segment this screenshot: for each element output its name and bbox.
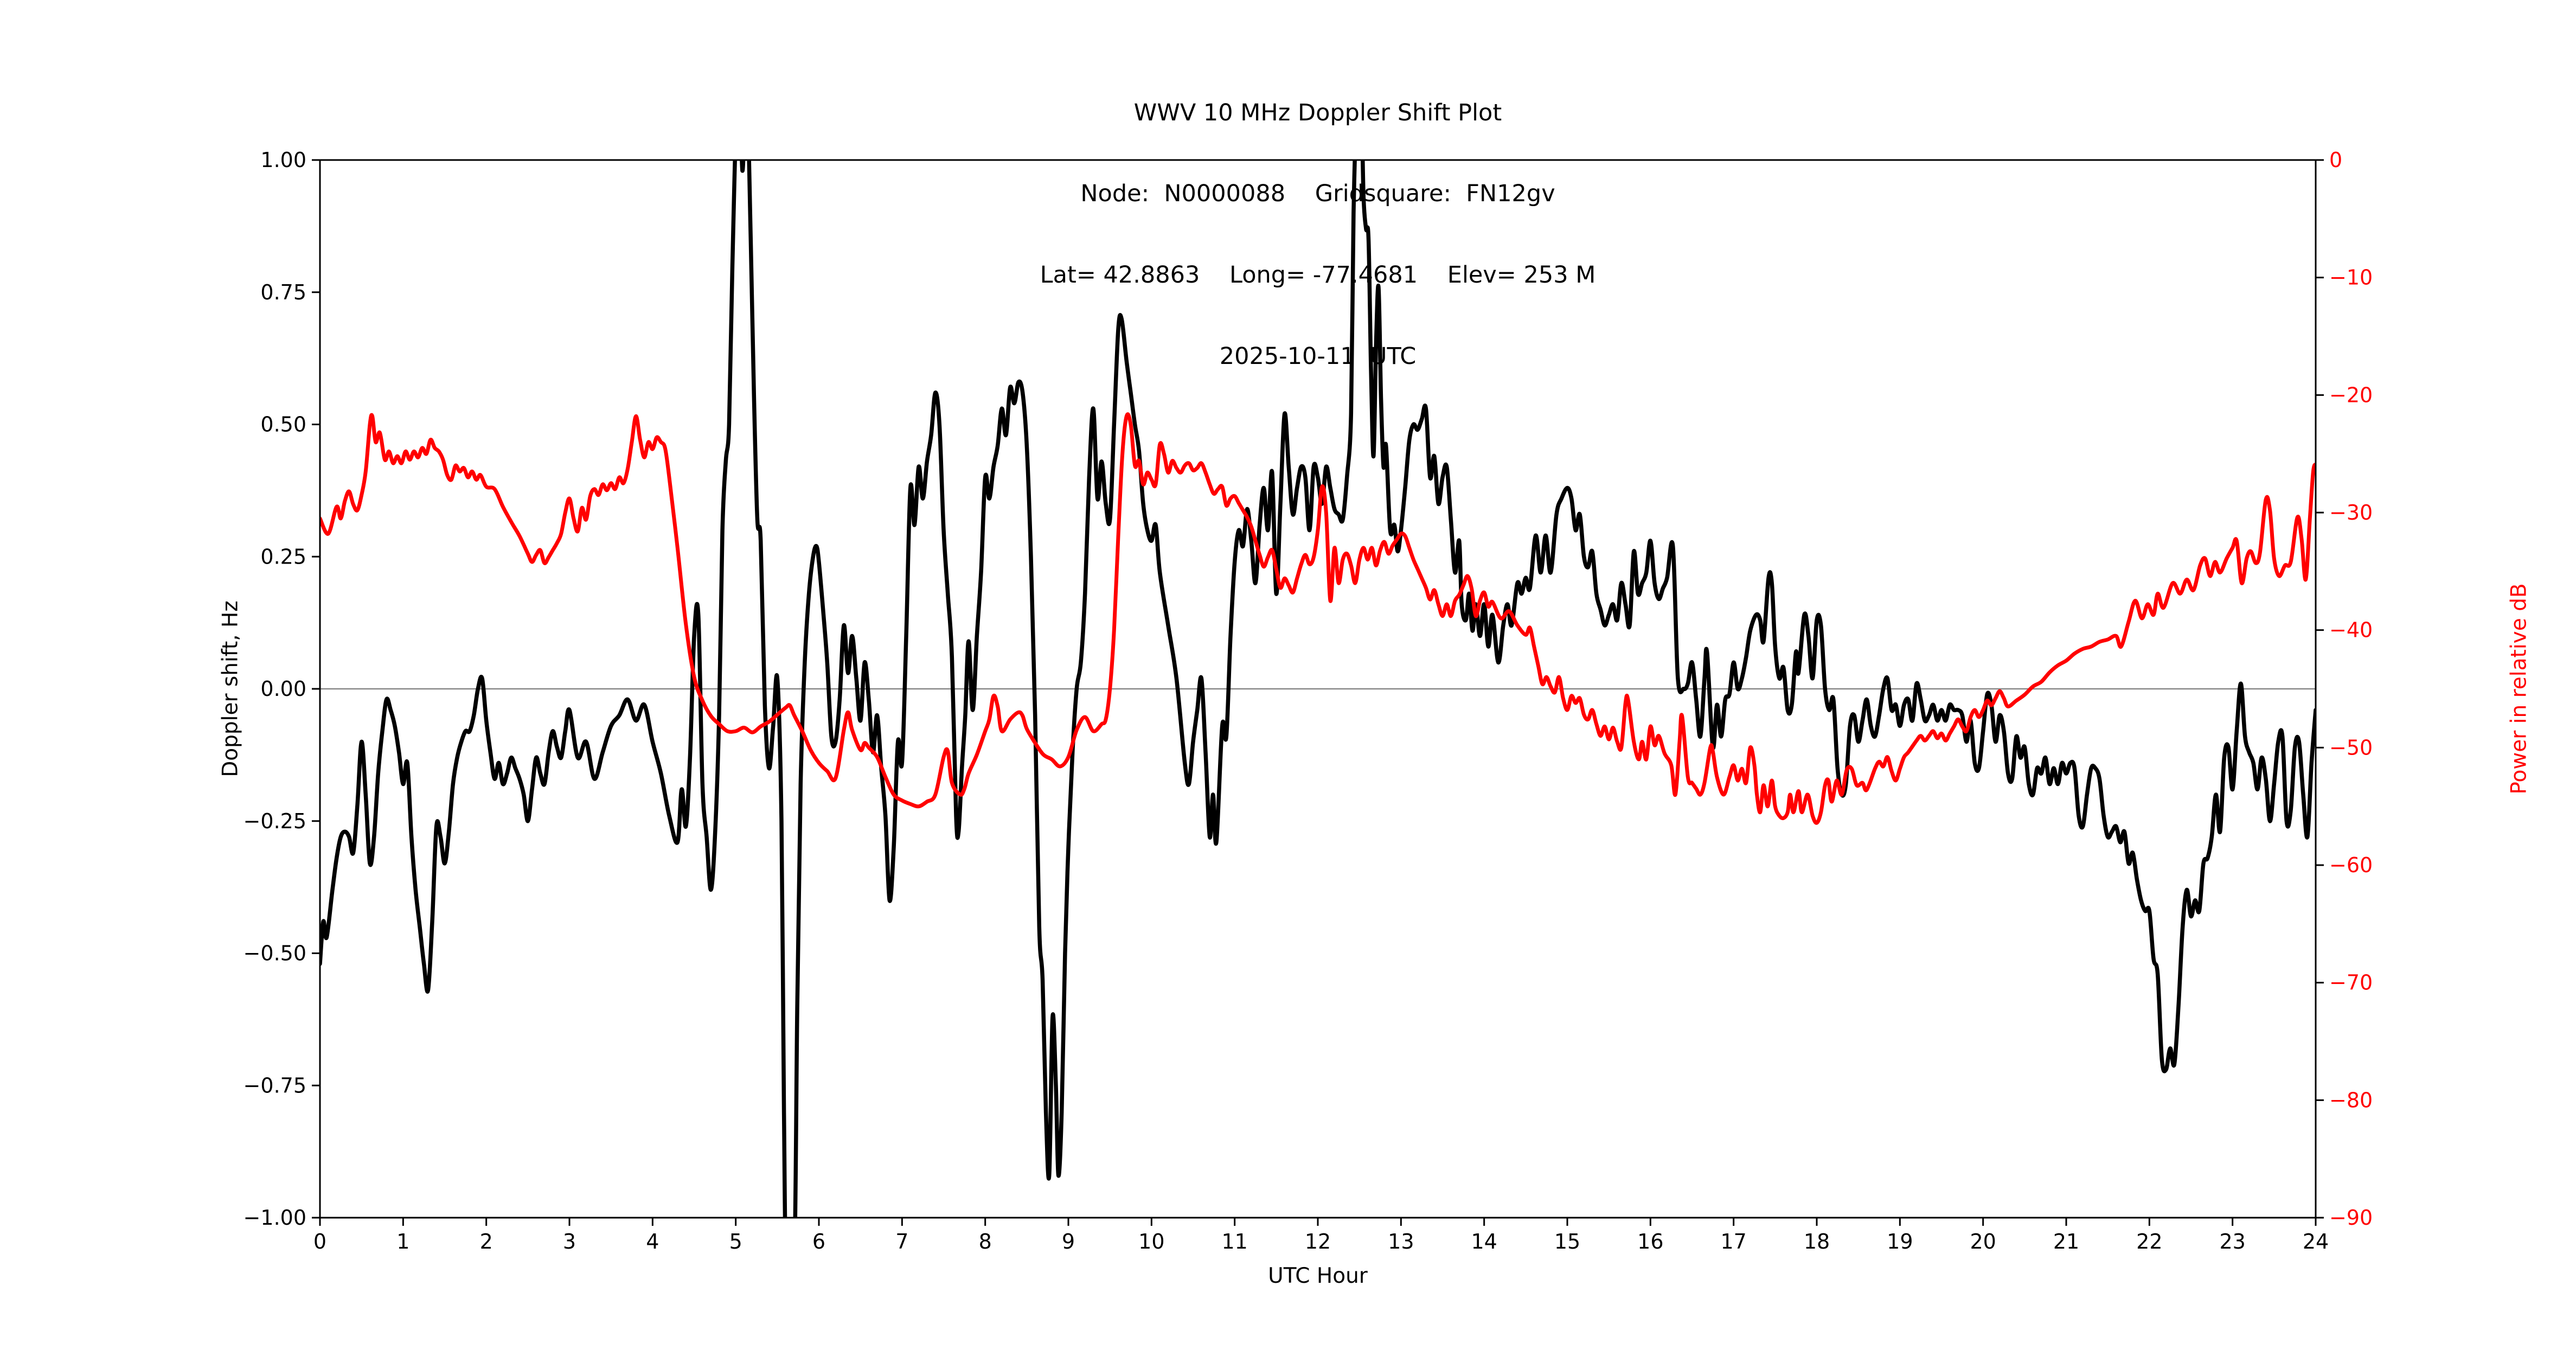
x-tick-label: 8	[979, 1230, 992, 1253]
x-tick-label: 1	[396, 1230, 409, 1253]
x-tick-label: 18	[1804, 1230, 1830, 1253]
chart-title: WWV 10 MHz Doppler Shift Plot	[1133, 99, 1502, 126]
y-right-tick-label: −70	[2329, 971, 2373, 995]
chart-subtitle-date: 2025-10-11 UTC	[1219, 342, 1417, 370]
series-power_relative_db	[320, 412, 2316, 825]
y-right-tick-label: −40	[2329, 618, 2373, 642]
y-left-tick-label: −0.50	[243, 942, 306, 965]
x-tick-label: 24	[2303, 1230, 2329, 1253]
chart-subtitle-node: Node: N0000088 Gridsquare: FN12gv	[1080, 180, 1555, 208]
y-right-tick-label: −60	[2329, 853, 2373, 877]
x-tick-label: 2	[480, 1230, 493, 1253]
x-tick-label: 3	[563, 1230, 576, 1253]
y-axis-label-right: Power in relative dB	[2507, 583, 2532, 795]
x-axis-label: UTC Hour	[1268, 1264, 1368, 1288]
x-tick-label: 16	[1637, 1230, 1663, 1253]
x-tick-label: 12	[1305, 1230, 1331, 1253]
x-tick-label: 17	[1720, 1230, 1746, 1253]
y-left-tick-label: 0.00	[260, 677, 306, 701]
x-tick-label: 20	[1970, 1230, 1996, 1253]
x-tick-label: 13	[1388, 1230, 1414, 1253]
title-block: WWV 10 MHz Doppler Shift Plot Node: N000…	[320, 46, 2316, 424]
x-tick-label: 4	[646, 1230, 659, 1253]
y-left-tick-label: −0.25	[243, 809, 306, 833]
y-right-tick-label: −20	[2329, 383, 2373, 407]
y-right-tick-label: −50	[2329, 735, 2373, 759]
x-tick-label: 9	[1062, 1230, 1075, 1253]
x-tick-label: 10	[1138, 1230, 1164, 1253]
y-axis-label-left: Doppler shift, Hz	[218, 600, 243, 777]
y-left-tick-label: 0.25	[260, 545, 306, 568]
x-tick-label: 6	[812, 1230, 825, 1253]
x-tick-label: 0	[313, 1230, 326, 1253]
y-right-tick-label: 0	[2329, 148, 2342, 172]
y-left-tick-label: 1.00	[260, 148, 306, 172]
y-right-tick-label: −80	[2329, 1088, 2373, 1112]
x-tick-label: 22	[2136, 1230, 2162, 1253]
y-right-tick-label: −10	[2329, 266, 2373, 290]
y-right-tick-label: −30	[2329, 501, 2373, 525]
y-left-tick-label: −0.75	[243, 1073, 306, 1097]
series-doppler_shift_hz	[320, 160, 2316, 1218]
y-left-tick-label: 0.75	[260, 280, 306, 304]
x-tick-label: 21	[2053, 1230, 2079, 1253]
x-tick-label: 15	[1554, 1230, 1580, 1253]
x-tick-label: 23	[2219, 1230, 2245, 1253]
x-tick-label: 7	[895, 1230, 908, 1253]
y-right-tick-label: −90	[2329, 1206, 2373, 1230]
y-left-tick-label: −1.00	[243, 1206, 306, 1230]
x-tick-label: 11	[1221, 1230, 1247, 1253]
x-tick-label: 5	[729, 1230, 742, 1253]
x-tick-label: 14	[1471, 1230, 1497, 1253]
chart-subtitle-location: Lat= 42.8863 Long= -77.4681 Elev= 253 M	[1040, 261, 1596, 289]
y-left-tick-label: 0.50	[260, 413, 306, 437]
x-tick-label: 19	[1887, 1230, 1913, 1253]
